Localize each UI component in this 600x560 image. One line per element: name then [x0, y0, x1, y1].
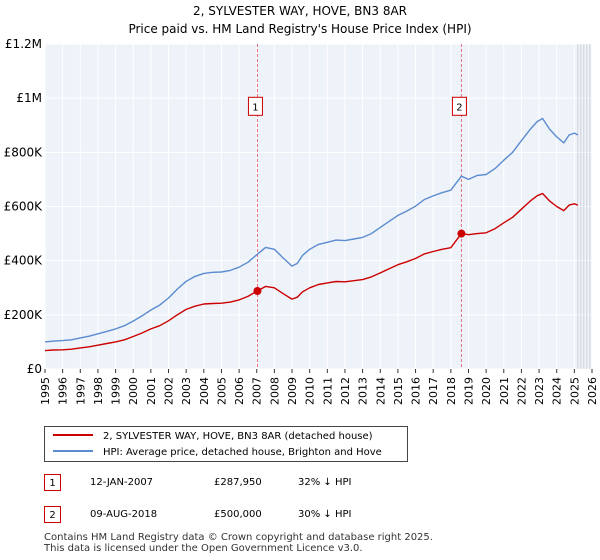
x-tick-label: 2018 [445, 377, 458, 405]
x-tick-label: 2005 [215, 377, 228, 405]
legend-hpi-label: HPI: Average price, detached house, Brig… [103, 447, 382, 458]
x-tick-label: 2002 [163, 377, 176, 405]
sale-marker-lines [256, 44, 462, 369]
footer-line-2: This data is licensed under the Open Gov… [44, 543, 363, 554]
x-tick-label: 1999 [110, 377, 123, 405]
x-tick-label: 2023 [533, 377, 546, 405]
x-axis-ticks: 1995 1996 1997 1998 1999 2000 2001 2002 2003 2004… [39, 369, 599, 405]
x-tick-label: 1996 [57, 377, 70, 405]
x-tick-label: 1995 [39, 377, 52, 405]
y-tick-label: £800K [4, 145, 44, 159]
x-tick-label: 1998 [92, 377, 105, 405]
legend-hpi-swatch [53, 450, 93, 452]
transaction-price: £287,950 [214, 477, 262, 488]
x-tick-label: 2008 [268, 377, 281, 405]
x-tick-label: 2022 [515, 377, 528, 405]
series-lines [44, 117, 579, 352]
legend-item-hpi: HPI: Average price, detached house, Brig… [53, 445, 382, 461]
sale-label-box-1 [247, 96, 263, 116]
x-tick-label: 2026 [586, 377, 599, 405]
x-tick-label: 2019 [462, 377, 475, 405]
transaction-date: 09-AUG-2018 [90, 509, 158, 520]
x-tick-label: 2015 [392, 377, 405, 405]
transaction-price: £500,000 [214, 509, 262, 520]
x-tick-label: 2011 [321, 377, 334, 405]
x-tick-label: 2024 [551, 377, 564, 405]
x-tick-label: 2007 [251, 377, 264, 405]
future-hatch [577, 44, 591, 369]
sale-label-box-2 [451, 96, 467, 116]
sale-label-1: 1 [252, 102, 258, 113]
legend-property-label: 2, SYLVESTER WAY, HOVE, BN3 8AR (detache… [103, 431, 373, 442]
sale-point-1 [253, 287, 262, 296]
grid-lines [44, 43, 593, 370]
x-tick-label: 2012 [339, 377, 352, 405]
transaction-hpi-diff: 30% ↓ HPI [298, 509, 352, 520]
x-tick-label: 2009 [286, 377, 299, 405]
transaction-hpi-diff: 32% ↓ HPI [298, 477, 352, 488]
sale-point-2 [457, 229, 466, 238]
transaction-date: 12-JAN-2007 [90, 477, 154, 488]
x-tick-label: 2006 [233, 377, 246, 405]
y-tick-label: £1M [16, 91, 42, 105]
y-tick-label: £200K [4, 308, 44, 322]
x-tick-label: 2016 [410, 377, 423, 405]
y-axis-ticks: £0 £200K £400K £600K £800K £1M £1.2M [4, 37, 44, 376]
x-tick-label: 2014 [374, 377, 387, 405]
transaction-number: 2 [44, 506, 61, 523]
footer: Contains HM Land Registry data © Crown c… [44, 532, 433, 554]
y-tick-label: £600K [4, 200, 44, 214]
chart-title: 2, SYLVESTER WAY, HOVE, BN3 8AR [193, 4, 407, 18]
legend: 2, SYLVESTER WAY, HOVE, BN3 8AR (detache… [44, 426, 408, 462]
x-tick-label: 2017 [427, 377, 440, 405]
x-tick-label: 2013 [357, 377, 370, 405]
y-tick-label: £0 [27, 362, 42, 376]
price-chart: 2, SYLVESTER WAY, HOVE, BN3 8AR Price pa… [4, 4, 599, 405]
x-tick-label: 2021 [498, 377, 511, 405]
hpi-line [44, 117, 579, 343]
x-tick-label: 2004 [198, 377, 211, 405]
transaction-number: 1 [44, 474, 61, 491]
legend-item-property: 2, SYLVESTER WAY, HOVE, BN3 8AR (detache… [53, 429, 373, 445]
x-tick-label: 2025 [568, 377, 581, 405]
sale-label-2: 2 [456, 102, 462, 113]
footer-line-1: Contains HM Land Registry data © Crown c… [44, 532, 433, 543]
property-price-line [44, 192, 579, 352]
legend-property-swatch [53, 434, 93, 436]
x-tick-label: 2001 [145, 377, 158, 405]
x-tick-label: 2003 [180, 377, 193, 405]
y-tick-label: £400K [4, 254, 44, 268]
sale-points [253, 229, 466, 296]
chart-subtitle: Price paid vs. HM Land Registry's House … [128, 22, 471, 36]
x-tick-label: 2010 [304, 377, 317, 405]
x-tick-label: 1997 [74, 377, 87, 405]
x-tick-label: 2020 [480, 377, 493, 405]
y-tick-label: £1.2M [5, 37, 42, 51]
x-tick-label: 2000 [127, 377, 140, 405]
